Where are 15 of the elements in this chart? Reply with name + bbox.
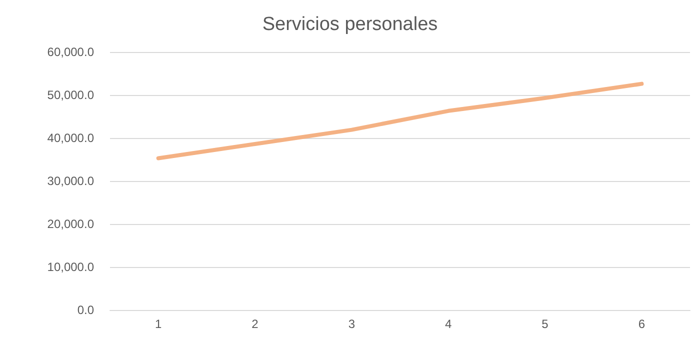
- line-series: [156, 82, 644, 160]
- x-tick-label: 2: [252, 317, 259, 331]
- x-tick-label: 3: [348, 317, 356, 331]
- y-tick-label: 30,000.0: [47, 174, 94, 188]
- chart-title: Servicios personales: [262, 14, 438, 35]
- x-tick-label: 1: [154, 317, 162, 331]
- x-tick-label: 5: [542, 317, 549, 331]
- y-tick-label: 10,000.0: [47, 260, 94, 274]
- y-tick-label: 60,000.0: [47, 45, 94, 59]
- y-tick-label: 20,000.0: [47, 217, 94, 231]
- y-tick-label: 40,000.0: [47, 131, 94, 145]
- x-tick-label: 6: [638, 317, 646, 331]
- y-tick-label: 50,000.0: [47, 88, 94, 102]
- y-tick-label: 0.0: [77, 303, 94, 317]
- x-tick-label: 4: [444, 317, 452, 331]
